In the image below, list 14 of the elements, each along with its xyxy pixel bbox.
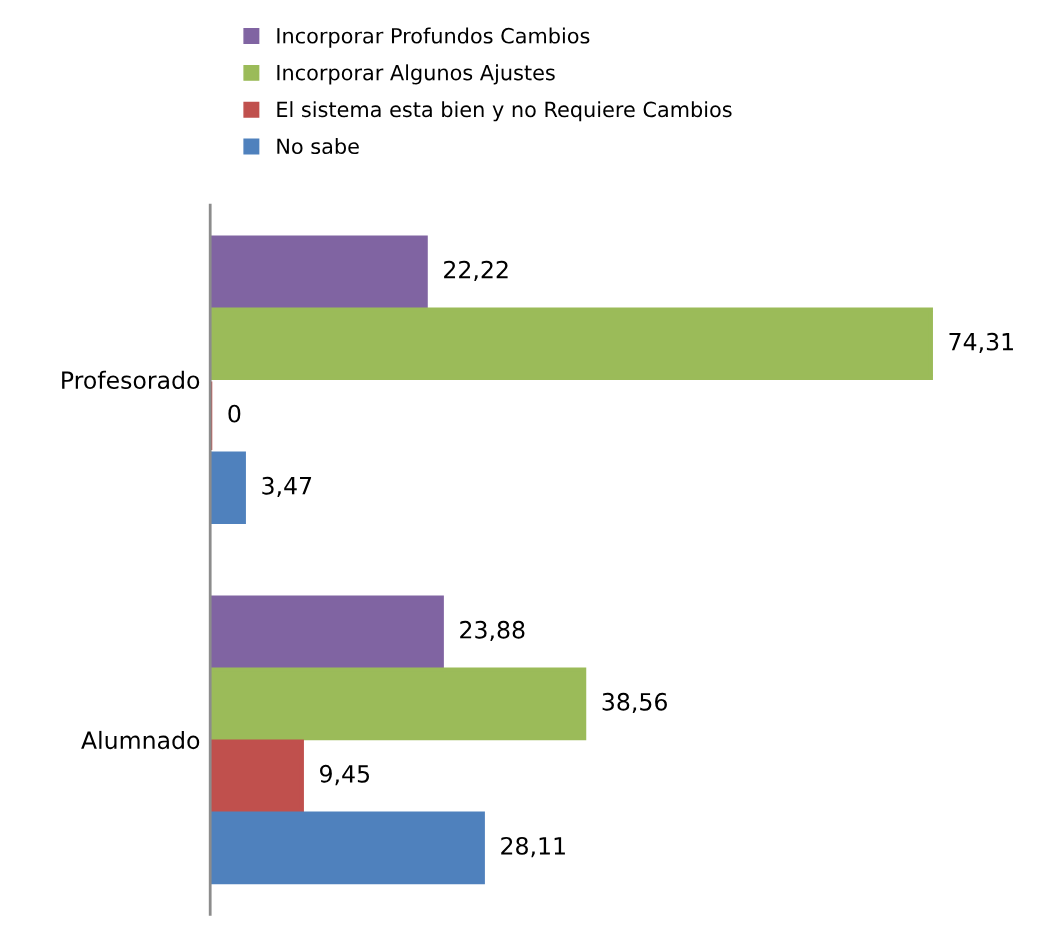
legend-label: El sistema esta bien y no Requiere Cambios xyxy=(277,101,732,122)
y-tick-label: Alumnado xyxy=(81,730,200,750)
data-label: 23,88 xyxy=(460,620,525,642)
data-label: 28,11 xyxy=(501,836,565,858)
y-tick-label: Profesorado xyxy=(62,370,200,390)
data-label: 9,45 xyxy=(320,764,370,786)
data-label: 22,22 xyxy=(444,260,508,281)
legend-label: Incorporar Algunos Ajustes xyxy=(277,64,555,85)
legend-label: No sabe xyxy=(277,137,359,155)
data-label: 0 xyxy=(228,404,241,423)
data-label: 74,31 xyxy=(949,332,1013,353)
data-label: 3,47 xyxy=(262,476,312,498)
legend-label: Incorporar Profundos Cambios xyxy=(277,27,590,48)
data-label: 38,56 xyxy=(602,692,667,714)
